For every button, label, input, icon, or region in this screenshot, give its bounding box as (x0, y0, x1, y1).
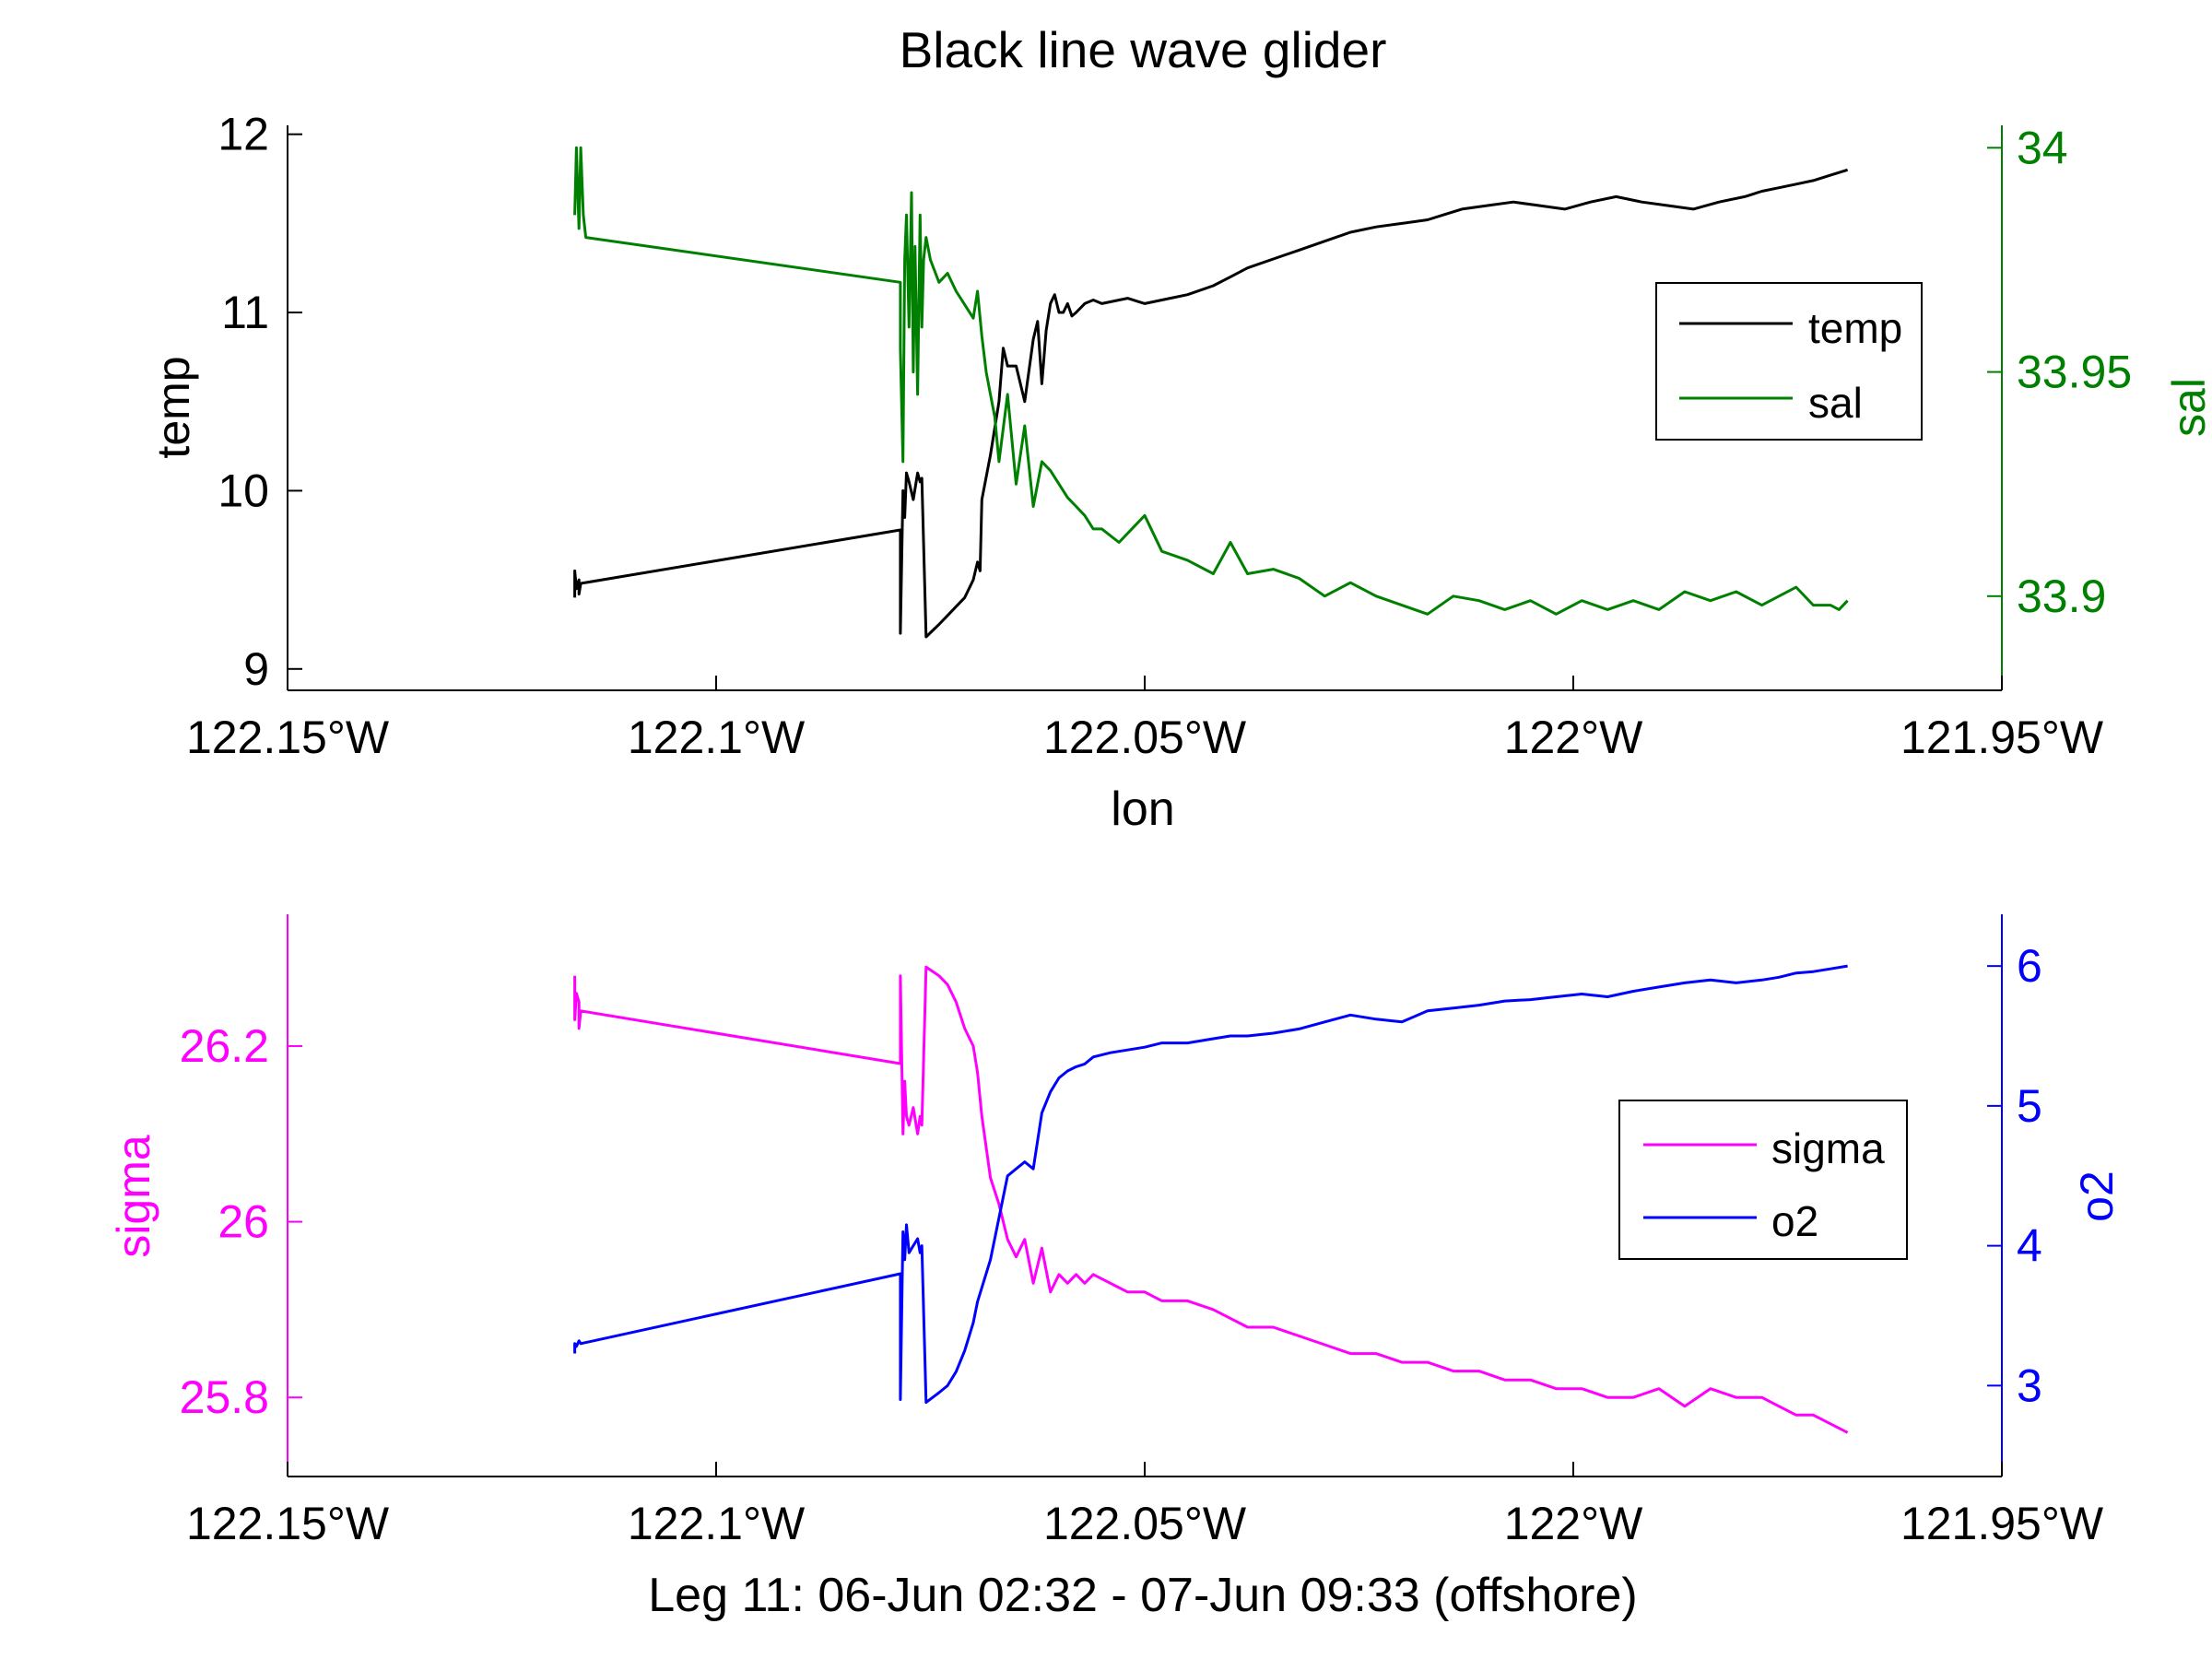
series-line-sigma (573, 965, 1849, 1434)
bottom-x-axis-label: Leg 11: 06-Jun 02:32 - 07-Jun 09:33 (off… (648, 1569, 1637, 1622)
sigma-axis-label: sigma (108, 1135, 159, 1258)
legend-box (1655, 282, 1923, 441)
x-tick-label: 122.15°W (186, 1498, 390, 1549)
series-line-temp (573, 168, 1849, 639)
legend-label-sigma: sigma (1771, 1124, 1885, 1172)
legend-label-temp: temp (1808, 304, 1902, 352)
right-y-tick-label: 34 (2017, 122, 2068, 173)
right-y-tick-label: 4 (2017, 1220, 2042, 1272)
right-y-tick-label: 6 (2017, 940, 2042, 992)
x-tick-label: 122.05°W (1043, 712, 1247, 763)
right-y-tick-label: 5 (2017, 1080, 2042, 1132)
x-tick-label: 121.95°W (1900, 1498, 2104, 1549)
x-tick-label: 122°W (1504, 712, 1643, 763)
series-line-o2 (573, 964, 1848, 1405)
series-line-sal (573, 146, 1849, 616)
x-tick-label: 121.95°W (1900, 712, 2104, 763)
left-y-tick-label: 10 (218, 465, 269, 516)
left-y-tick-label: 9 (243, 643, 269, 695)
top-x-axis-label: lon (1111, 782, 1174, 836)
right-y-tick-label: 33.95 (2017, 347, 2132, 398)
right-y-tick-label: 33.9 (2017, 571, 2106, 622)
x-tick-label: 122.15°W (186, 712, 390, 763)
temp-salinity-plot-area: 122.15°W 122.1°W 122.05°W 122°W 121.95°W 9 10 1… (186, 109, 2132, 763)
x-tick-label: 122.1°W (628, 1498, 806, 1549)
temp-salinity-panel: 122.15°W 122.1°W 122.05°W 122°W 121.95°W 9 10 1… (147, 109, 2212, 763)
x-tick-label: 122°W (1504, 1498, 1643, 1549)
temp-axis-label: temp (147, 356, 199, 458)
legend-label-sal: sal (1808, 379, 1863, 427)
legend-label-o2: o2 (1771, 1197, 1818, 1245)
left-y-tick-label: 25.8 (180, 1371, 269, 1423)
left-y-tick-label: 26 (218, 1196, 269, 1248)
left-y-tick-label: 11 (221, 287, 269, 338)
right-y-tick-label: 3 (2017, 1359, 2042, 1411)
legend-box (1618, 1100, 1908, 1260)
x-tick-label: 122.05°W (1043, 1498, 1247, 1549)
chart-title: Black line wave glider (900, 21, 1387, 78)
sal-axis-label: sal (2163, 378, 2212, 437)
sigma-oxygen-panel: 122.15°W 122.1°W 122.05°W 122°W 121.95°W 25.8… (108, 914, 2123, 1549)
o2-axis-label: o2 (2071, 1171, 2123, 1222)
left-y-tick-label: 26.2 (180, 1020, 269, 1072)
left-y-tick-label: 12 (218, 109, 269, 160)
sigma-oxygen-plot-area: 122.15°W 122.1°W 122.05°W 122°W 121.95°W 25.8… (180, 914, 2104, 1549)
x-tick-label: 122.1°W (628, 712, 806, 763)
